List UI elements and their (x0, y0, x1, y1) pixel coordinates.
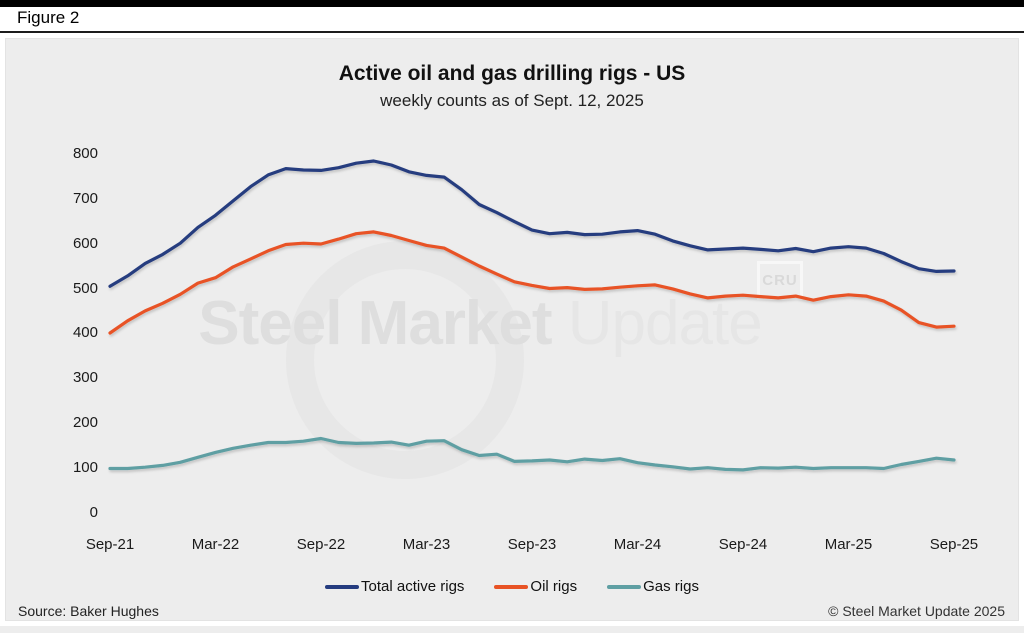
legend-label: Gas rigs (643, 578, 699, 595)
legend-swatch-icon (607, 584, 642, 589)
legend-swatch-icon (494, 584, 529, 589)
y-axis-label: 200 (72, 414, 98, 432)
figure-label: Figure 2 (17, 8, 80, 27)
figure-divider-rule (0, 31, 1024, 33)
legend-swatch-icon (325, 584, 360, 589)
y-axis-label: 0 (89, 504, 98, 521)
legend-item: Oil rigs (494, 578, 577, 595)
x-axis-label: Sep-23 (507, 536, 557, 553)
bottom-strip (0, 626, 1024, 633)
x-axis-label: Mar-25 (824, 536, 873, 553)
x-axis-label: Mar-23 (402, 536, 451, 553)
y-axis-label: 400 (72, 324, 98, 342)
legend-item: Gas rigs (607, 578, 699, 595)
source-note: Source: Baker Hughes (18, 603, 159, 619)
legend-label: Total active rigs (361, 578, 465, 595)
chart-title: Active oil and gas drilling rigs - US (338, 62, 686, 85)
x-axis-label: Mar-22 (191, 536, 240, 553)
legend-item: Total active rigs (325, 578, 464, 595)
chart-legend: Total active rigs Oil rigs Gas rigs (0, 578, 1024, 595)
y-axis-label: 300 (72, 369, 98, 387)
x-axis-label: Sep-24 (718, 536, 768, 553)
x-axis-label: Sep-22 (296, 536, 346, 553)
x-axis-label: Sep-21 (85, 536, 135, 553)
x-axis-label: Sep-25 (929, 536, 979, 553)
y-axis-label: 100 (72, 459, 98, 477)
y-axis-label: 500 (72, 279, 98, 297)
y-axis-label: 600 (72, 234, 98, 252)
chart-subtitle: weekly counts as of Sept. 12, 2025 (380, 91, 644, 110)
y-axis-label: 800 (72, 144, 98, 162)
copyright-note: © Steel Market Update 2025 (828, 603, 1005, 619)
y-axis-label: 700 (72, 189, 98, 207)
legend-label: Oil rigs (530, 578, 578, 595)
top-black-bar (0, 0, 1024, 7)
x-axis-label: Mar-24 (613, 536, 662, 553)
